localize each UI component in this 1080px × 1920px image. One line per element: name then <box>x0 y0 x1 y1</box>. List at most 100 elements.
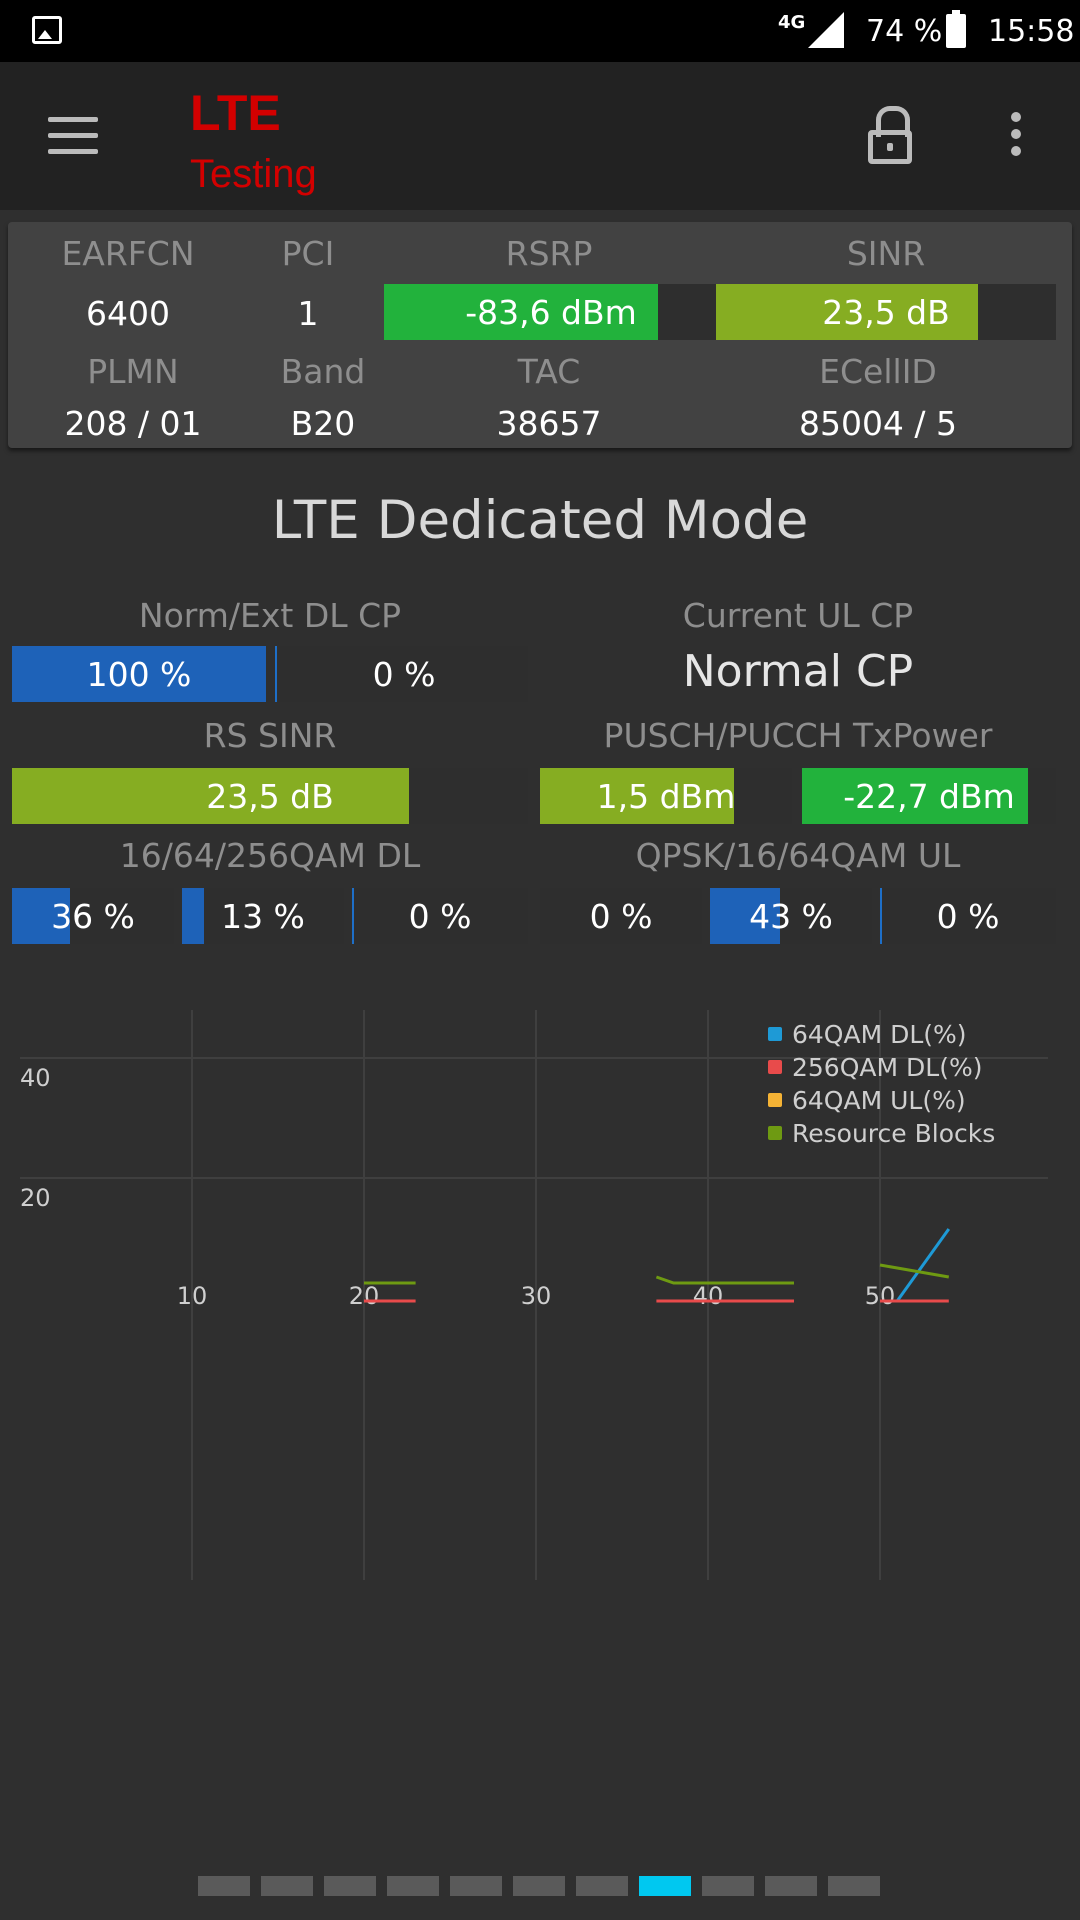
txpower-label: PUSCH/PUCCH TxPower <box>603 716 993 755</box>
pusch-fill <box>540 768 735 824</box>
ul-qam-value-2: 43 % <box>749 896 833 936</box>
ecellid-label: ECellID <box>819 352 937 391</box>
dl-cp-ext-bar: 0 % <box>280 646 528 702</box>
legend-swatch <box>768 1027 782 1041</box>
legend-label: 64QAM DL(%) <box>792 1020 967 1049</box>
rsrp-bar-fill <box>384 284 658 340</box>
menu-icon[interactable] <box>48 117 98 155</box>
app-bar: LTE Testing <box>0 62 1080 210</box>
page-dot-9[interactable] <box>702 1876 754 1896</box>
more-options-icon[interactable] <box>1006 112 1026 160</box>
y-tick-label: 40 <box>20 1064 51 1092</box>
pci-value: 1 <box>297 294 319 333</box>
rsrp-label: RSRP <box>505 234 593 273</box>
page-dot-10[interactable] <box>765 1876 817 1896</box>
pusch-bar: 1,5 dBm <box>540 768 792 824</box>
dl-qam-value-1: 36 % <box>51 896 135 936</box>
x-tick-label: 50 <box>865 1282 896 1310</box>
band-label: Band <box>280 352 366 391</box>
sinr-value: 23,5 dB <box>822 292 950 332</box>
legend-swatch <box>768 1126 782 1140</box>
ul-qam-fill-2 <box>710 888 780 944</box>
page-dot-2[interactable] <box>261 1876 313 1896</box>
rs-sinr-fill <box>12 768 410 824</box>
y-tick-label: 20 <box>20 1184 51 1212</box>
earfcn-value: 6400 <box>86 294 170 333</box>
rs-sinr-value: 23,5 dB <box>206 776 334 816</box>
series-line-1 <box>895 1228 951 1302</box>
legend-item: Resource Blocks <box>768 1117 995 1150</box>
series-line-4 <box>879 1263 950 1279</box>
tac-value: 38657 <box>496 404 602 443</box>
page-dot-11[interactable] <box>828 1876 880 1896</box>
divider <box>880 888 882 944</box>
dl-cp-label: Norm/Ext DL CP <box>138 596 402 635</box>
page-dot-4[interactable] <box>387 1876 439 1896</box>
section-title: LTE Dedicated Mode <box>271 490 809 551</box>
legend-swatch <box>768 1060 782 1074</box>
dl-qam-value-2: 13 % <box>221 896 305 936</box>
earfcn-label: EARFCN <box>61 234 195 273</box>
chart-legend: 64QAM DL(%) 256QAM DL(%) 64QAM UL(%) Resour… <box>768 1018 995 1150</box>
network-type: 4G <box>778 12 806 33</box>
legend-label: 64QAM UL(%) <box>792 1086 966 1115</box>
app-subtitle: Testing <box>190 152 317 196</box>
status-bar: 4G 74 % 15:58 <box>0 0 1080 62</box>
divider <box>275 646 277 702</box>
clock: 15:58 <box>988 14 1075 49</box>
lock-icon[interactable] <box>868 106 912 164</box>
ul-qam-bar-3: 0 % <box>880 888 1056 944</box>
x-tick-label: 20 <box>349 1282 380 1310</box>
legend-item: 256QAM DL(%) <box>768 1051 995 1084</box>
app-title: LTE <box>190 85 281 141</box>
x-tick-label: 10 <box>177 1282 208 1310</box>
ul-qam-value-1: 0 % <box>589 896 653 936</box>
dl-qam-label: 16/64/256QAM DL <box>119 836 421 875</box>
dl-qam-bar-1: 36 % <box>12 888 174 944</box>
page-dot-1[interactable] <box>198 1876 250 1896</box>
page-dot-8[interactable] <box>639 1876 691 1896</box>
dl-cp-normal-bar: 100 % <box>12 646 266 702</box>
legend-swatch <box>768 1093 782 1107</box>
dl-qam-fill-1 <box>12 888 71 944</box>
rs-sinr-label: RS SINR <box>203 716 337 755</box>
ul-cp-label: Current UL CP <box>682 596 914 635</box>
x-tick-label: 40 <box>693 1282 724 1310</box>
cell-info-panel: EARFCN PCI RSRP SINR 6400 1 -83,6 dBm 23… <box>8 222 1072 448</box>
pusch-value: 1,5 dBm <box>596 776 736 816</box>
dl-cp-ext-value: 0 % <box>372 654 436 694</box>
image-icon <box>32 16 62 44</box>
plmn-label: PLMN <box>87 352 179 391</box>
sinr-bar: 23,5 dB <box>716 284 1056 340</box>
ul-qam-value-3: 0 % <box>936 896 1000 936</box>
page-dot-5[interactable] <box>450 1876 502 1896</box>
band-value: B20 <box>290 404 356 443</box>
page-dot-3[interactable] <box>324 1876 376 1896</box>
page-dot-7[interactable] <box>576 1876 628 1896</box>
rs-sinr-bar: 23,5 dB <box>12 768 528 824</box>
pucch-fill <box>802 768 1029 824</box>
pucch-value: -22,7 dBm <box>843 776 1015 816</box>
sinr-label: SINR <box>846 234 926 273</box>
qam-history-chart: 204060801020304050 <box>20 1010 1048 1580</box>
ecellid-value: 85004 / 5 <box>798 404 958 443</box>
ul-qam-bar-1: 0 % <box>540 888 702 944</box>
signal-icon <box>808 12 844 48</box>
battery-icon <box>946 10 966 48</box>
divider <box>352 888 354 944</box>
legend-label: 256QAM DL(%) <box>792 1053 983 1082</box>
page-dot-6[interactable] <box>513 1876 565 1896</box>
plmn-value: 208 / 01 <box>64 404 202 443</box>
legend-item: 64QAM DL(%) <box>768 1018 995 1051</box>
ul-qam-label: QPSK/16/64QAM UL <box>635 836 961 875</box>
ul-qam-bar-2: 43 % <box>710 888 872 944</box>
series-line-4 <box>655 1275 794 1285</box>
dl-cp-normal-value: 100 % <box>86 654 192 694</box>
dl-qam-fill-2 <box>182 888 204 944</box>
ul-cp-value: Normal CP <box>682 646 914 697</box>
rsrp-value: -83,6 dBm <box>465 292 637 332</box>
legend-item: 64QAM UL(%) <box>768 1084 995 1117</box>
dl-qam-bar-2: 13 % <box>182 888 344 944</box>
dl-qam-value-3: 0 % <box>408 896 472 936</box>
sinr-bar-fill <box>716 284 978 340</box>
